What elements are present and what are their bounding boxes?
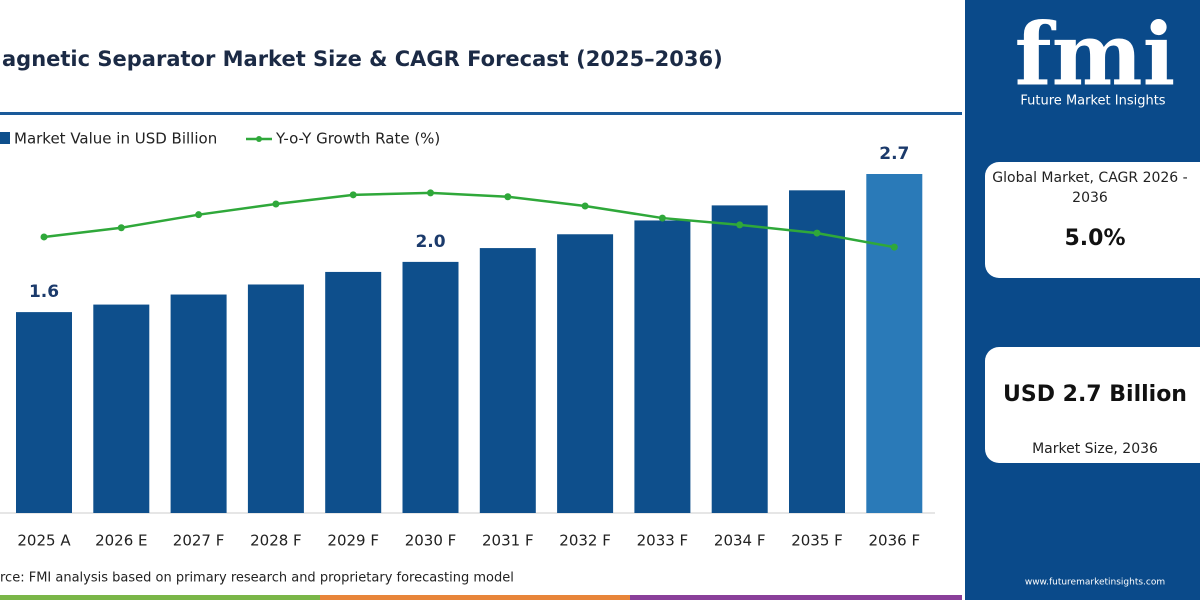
legend-label: Market Value in USD Billion — [14, 130, 217, 148]
legend-swatch — [0, 132, 10, 144]
x-tick-label: 2029 F — [327, 532, 379, 550]
card-value: USD 2.7 Billion — [1003, 382, 1187, 407]
title-rule — [0, 112, 962, 115]
line-series — [43, 191, 895, 249]
card — [985, 347, 1200, 463]
card — [985, 162, 1200, 278]
bar — [634, 220, 691, 513]
x-tick-label: 2028 F — [250, 532, 302, 550]
card-label-box: Global Market, CAGR 2026 - 2036 — [992, 170, 1188, 206]
bar — [247, 284, 304, 513]
bar — [789, 190, 845, 514]
bar — [557, 234, 614, 513]
x-tick-label: 2025 A — [17, 532, 71, 550]
line-point — [504, 193, 512, 201]
stripe — [0, 595, 320, 600]
data-label: 1.6 — [29, 282, 59, 302]
legend-swatch — [256, 136, 262, 142]
source-note: rce: FMI analysis based on primary resea… — [0, 571, 514, 586]
x-tick-label: 2030 F — [405, 532, 457, 550]
card-value: 5.0% — [1064, 226, 1125, 251]
line-point — [890, 243, 898, 251]
x-tick-label: 2031 F — [482, 532, 534, 550]
card-label: Global Market, CAGR 2026 - 2036 — [992, 170, 1188, 206]
stripe — [630, 595, 962, 600]
bar — [93, 304, 150, 513]
x-tick-label: 2035 F — [791, 532, 843, 550]
line-point — [40, 233, 48, 241]
logo: fmi — [1015, 5, 1176, 106]
x-tick-label: 2032 F — [559, 532, 611, 550]
line-point — [272, 200, 280, 208]
line-point — [117, 224, 125, 232]
bar — [402, 261, 459, 513]
bar — [16, 312, 72, 513]
x-tick-label: 2026 E — [95, 532, 147, 550]
bar — [711, 205, 768, 513]
card-label: Market Size, 2036 — [1032, 441, 1158, 457]
data-label: 2.0 — [415, 232, 445, 252]
side-panel — [965, 0, 1200, 600]
bar — [479, 248, 536, 514]
stripe — [320, 595, 630, 600]
data-label: 2.7 — [879, 144, 909, 164]
logo-caption: Future Market Insights — [1020, 94, 1165, 109]
line-point — [195, 211, 203, 219]
legend-label: Y-o-Y Growth Rate (%) — [275, 130, 440, 148]
x-tick-label: 2033 F — [637, 532, 689, 550]
line-point — [658, 214, 666, 222]
bar — [866, 174, 923, 513]
x-tick-label: 2027 F — [173, 532, 225, 550]
bar — [170, 294, 227, 513]
line-point — [349, 191, 357, 199]
bar — [325, 271, 382, 513]
chart-title: agnetic Separator Market Size & CAGR For… — [2, 47, 723, 71]
x-tick-label: 2036 F — [869, 532, 921, 550]
line-point — [813, 229, 821, 237]
line-point — [427, 189, 434, 197]
x-tick-label: 2034 F — [714, 532, 766, 550]
website: www.futuremarketinsights.com — [1025, 578, 1165, 588]
line-point — [581, 202, 589, 210]
line-point — [736, 221, 744, 229]
